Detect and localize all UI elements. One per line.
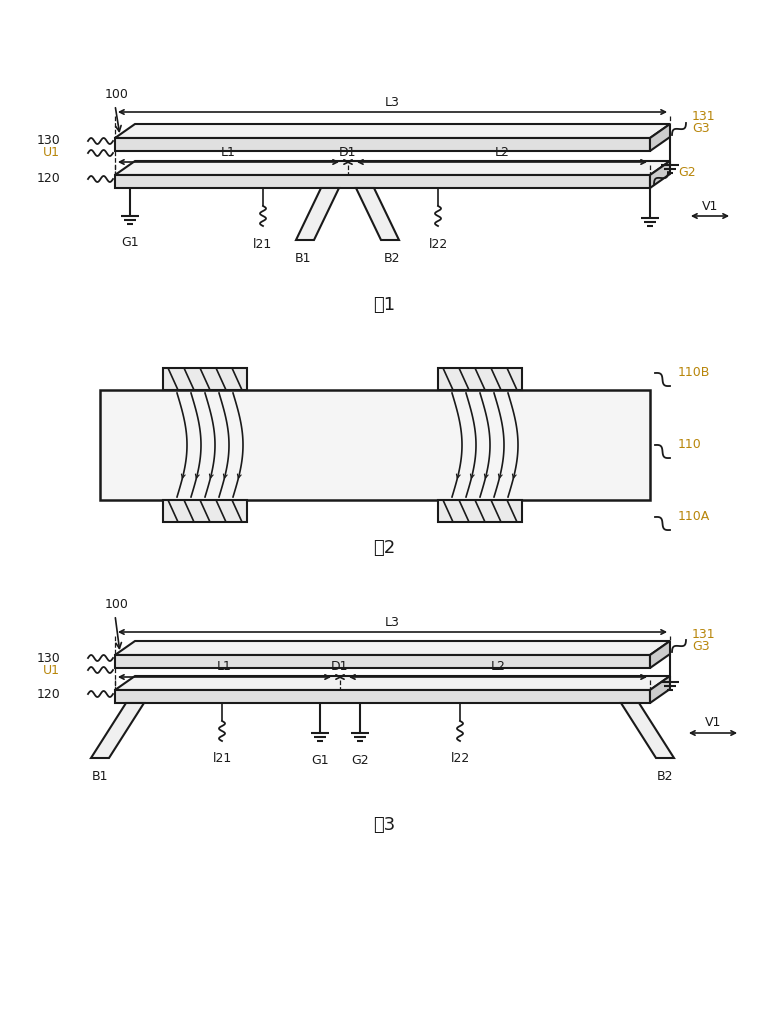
Polygon shape [115,641,670,655]
Text: 110A: 110A [678,511,710,523]
Polygon shape [115,655,650,668]
Text: 圖2: 圖2 [373,539,395,557]
Polygon shape [296,188,339,240]
Polygon shape [91,703,144,758]
Text: l21: l21 [213,753,232,766]
Text: 131: 131 [692,628,716,640]
Polygon shape [650,641,670,668]
Text: l22: l22 [429,238,448,251]
Polygon shape [115,124,670,138]
Text: L1: L1 [217,660,232,674]
Text: 100: 100 [105,88,129,101]
Text: G3: G3 [692,640,710,652]
Polygon shape [115,690,650,703]
Text: G1: G1 [311,754,329,767]
Polygon shape [115,138,650,151]
Text: V1: V1 [702,200,718,213]
Text: U1: U1 [43,146,60,160]
Polygon shape [100,390,650,500]
Text: B1: B1 [91,769,108,782]
Text: 圖3: 圖3 [373,816,395,834]
Text: l22: l22 [450,753,469,766]
Text: 130: 130 [36,651,60,665]
Text: 120: 120 [36,687,60,700]
Text: 131: 131 [692,111,716,124]
Text: L1: L1 [221,145,236,159]
Text: 110: 110 [678,438,702,452]
Polygon shape [115,175,650,188]
Polygon shape [650,161,670,188]
Text: B2: B2 [384,252,400,264]
Text: 130: 130 [36,134,60,147]
Text: D1: D1 [339,145,357,159]
Text: 110B: 110B [678,367,710,380]
Polygon shape [163,500,247,522]
Polygon shape [356,188,399,240]
Polygon shape [650,676,670,703]
Polygon shape [650,124,670,151]
Polygon shape [163,368,247,390]
Text: B2: B2 [657,769,674,782]
Text: L3: L3 [385,95,400,109]
Text: 120: 120 [36,172,60,185]
Text: 100: 100 [105,598,129,611]
Polygon shape [438,500,522,522]
Polygon shape [115,161,670,175]
Text: D1: D1 [331,660,349,674]
Text: G2: G2 [351,754,369,767]
Text: L2: L2 [495,145,509,159]
Text: G2: G2 [678,166,696,178]
Text: l21: l21 [253,238,273,251]
Text: L3: L3 [385,615,400,629]
Text: B1: B1 [295,252,311,264]
Text: 圖1: 圖1 [373,296,395,314]
Polygon shape [621,703,674,758]
Text: L2: L2 [491,660,505,674]
Text: U1: U1 [43,664,60,677]
Polygon shape [115,676,670,690]
Polygon shape [438,368,522,390]
Text: G3: G3 [692,123,710,135]
Text: G1: G1 [121,237,139,250]
Text: V1: V1 [705,717,721,729]
